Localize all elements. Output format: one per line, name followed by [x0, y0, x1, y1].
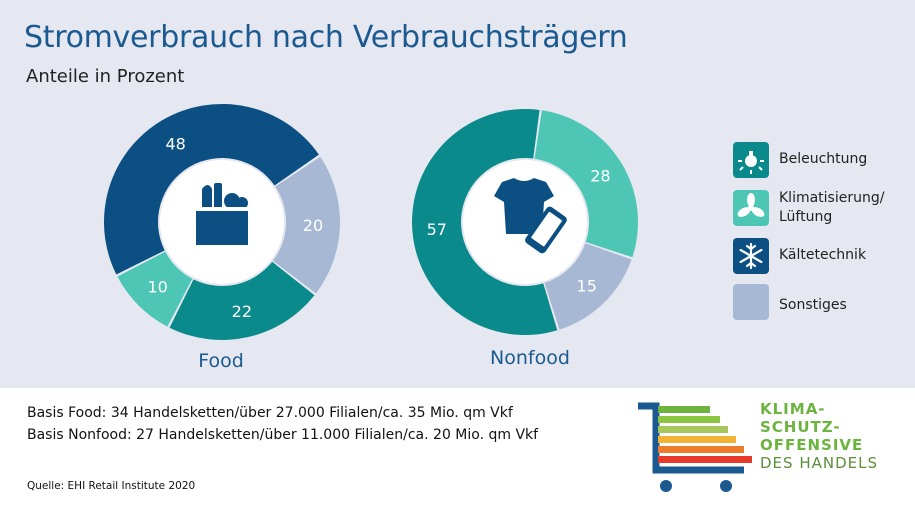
slice-value-label: 10 [147, 277, 167, 296]
shirt-and-phone-icon [494, 178, 567, 254]
logo-line4: DES HANDELS [760, 454, 878, 472]
donut-slice [104, 104, 319, 275]
basis-nonfood: Basis Nonfood: 27 Handelsketten/über 11.… [27, 427, 539, 443]
fan-icon [733, 190, 769, 226]
page-title: Stromverbrauch nach Verbrauchsträgern [24, 20, 628, 55]
logo-line3: OFFENSIVE [760, 436, 864, 454]
legend-label-line2: Lüftung [779, 209, 833, 225]
legend-label: Klimatisierung/ Lüftung [779, 189, 915, 227]
donut-charts: 48 20 22 10 28 15 57 [104, 104, 639, 340]
donut-slice [169, 261, 315, 340]
legend-label: Beleuchtung [779, 151, 868, 167]
donut-slice [411, 108, 558, 336]
legend-label: Kältetechnik [779, 247, 867, 263]
food-donut: 48 20 22 10 [104, 104, 341, 340]
cart-logo-icon [638, 402, 752, 492]
page-subtitle: Anteile in Prozent [26, 66, 185, 87]
logo-text: KLIMA- SCHUTZ- OFFENSIVE DES HANDELS [760, 400, 878, 472]
slice-value-label: 15 [577, 276, 597, 295]
slice-value-label: 22 [232, 302, 252, 321]
basis-notes: Basis Food: 34 Handelsketten/über 27.000… [27, 402, 538, 446]
legend-label: Sonstiges [779, 297, 847, 313]
slice-value-label: 48 [165, 135, 185, 154]
basis-food: Basis Food: 34 Handelsketten/über 27.000… [27, 405, 513, 421]
logo-line1: KLIMA- [760, 400, 826, 418]
food-chart-label: Food [198, 350, 244, 372]
legend-label-line1: Klimatisierung/ [779, 190, 885, 206]
sonstiges-swatch [733, 284, 769, 320]
donut-slice [117, 251, 193, 327]
donut-slice [272, 156, 341, 294]
nonfood-donut: 28 15 57 [411, 108, 639, 336]
slice-value-label: 57 [427, 220, 447, 239]
donut-slice [544, 243, 632, 330]
logo-line2: SCHUTZ- [760, 418, 841, 436]
slice-value-label: 28 [590, 167, 610, 186]
lamp-icon [733, 142, 769, 178]
source-note: Quelle: EHI Retail Institute 2020 [27, 480, 196, 492]
snowflake-icon [733, 238, 769, 274]
slice-value-label: 20 [303, 216, 323, 235]
nonfood-chart-label: Nonfood [490, 347, 570, 369]
donut-slice [534, 110, 639, 258]
grocery-bag-icon [196, 183, 248, 245]
